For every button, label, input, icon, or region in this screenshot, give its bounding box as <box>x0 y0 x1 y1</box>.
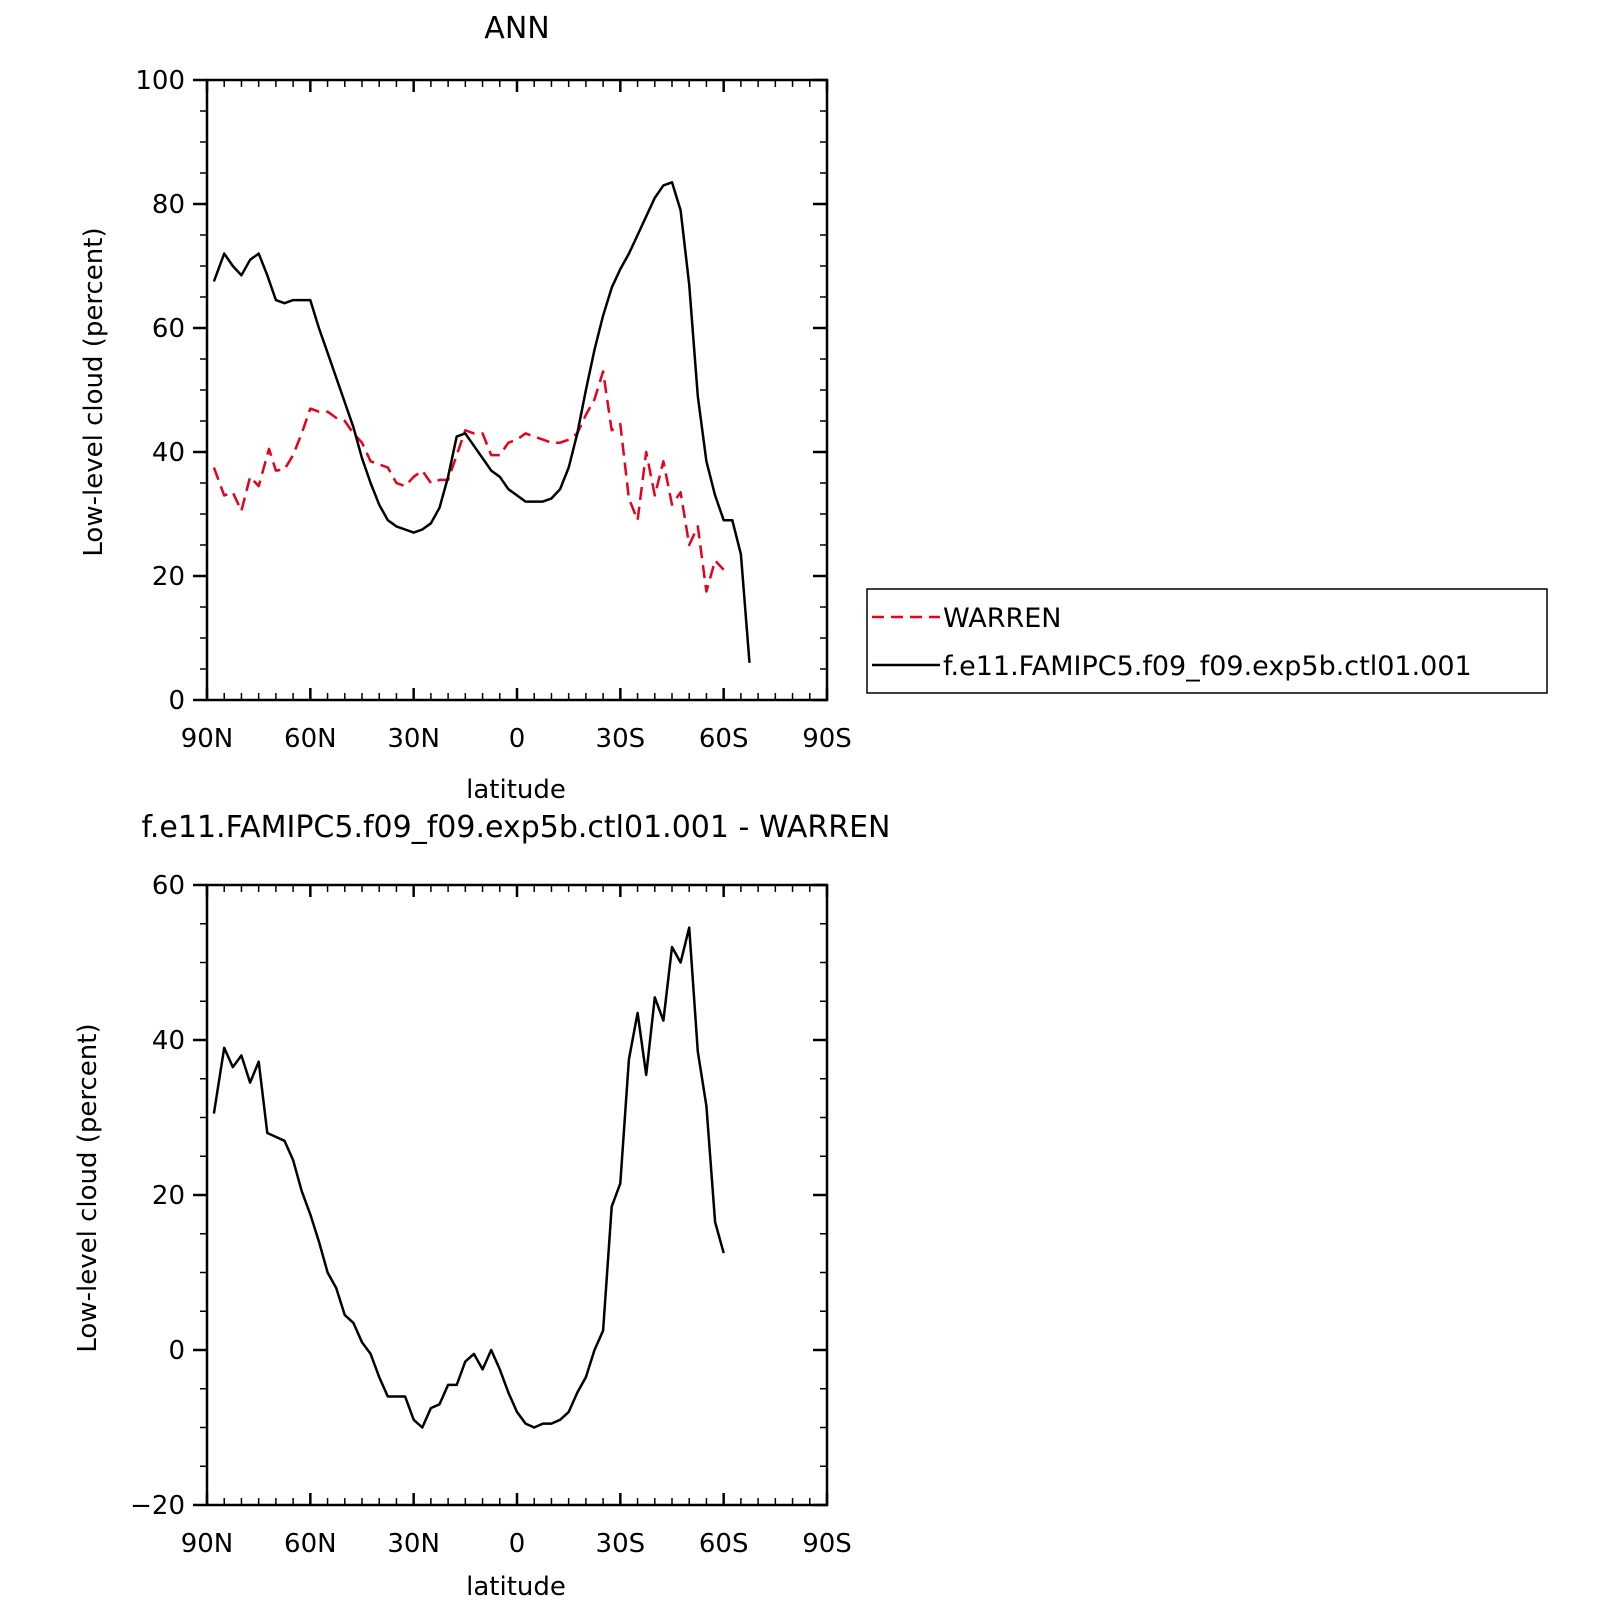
bottom-panel-ticks: 90N 60N 30N 0 30S 60S 90S −20 0 20 40 60 <box>130 871 852 1559</box>
bottom-y-tick-label: 0 <box>168 1336 185 1366</box>
top-y-tick-label: 40 <box>152 438 185 468</box>
top-x-tick-label: 60N <box>284 724 337 754</box>
top-panel-y-axis-title: Low-level cloud (percent) <box>79 227 109 556</box>
top-panel-series-lines <box>212 181 751 663</box>
top-x-tick-label: 30S <box>596 724 646 754</box>
bottom-series-line-1 <box>212 926 725 1429</box>
bottom-y-tick-label: 40 <box>152 1026 185 1056</box>
bottom-x-tick-label: 60N <box>284 1529 337 1559</box>
top-x-tick-label: 30N <box>387 724 440 754</box>
top-y-tick-label: 0 <box>168 686 185 716</box>
top-y-tick-label: 20 <box>152 562 185 592</box>
top-panel-frame <box>205 78 829 702</box>
top-x-tick-label: 60S <box>699 724 749 754</box>
top-panel-x-axis-title: latitude <box>466 775 566 805</box>
bottom-y-tick-label: 60 <box>152 871 185 901</box>
bottom-y-tick-label: −20 <box>130 1491 185 1521</box>
bottom-x-tick-label: 90S <box>802 1529 852 1559</box>
top-x-tick-label: 90S <box>802 724 852 754</box>
top-series-line-1 <box>212 370 725 593</box>
bottom-x-tick-label: 60S <box>699 1529 749 1559</box>
top-x-tick-label: 90N <box>181 724 234 754</box>
bottom-panel-x-axis-title: latitude <box>466 1572 566 1602</box>
difference-panel: f.e11.FAMIPC5.f09_f09.exp5b.ctl01.001 - … <box>73 810 891 1602</box>
top-panel-ticks: 90N 60N 30N 0 30S 60S 90S 0 20 40 60 80 100 <box>135 66 851 754</box>
legend-label-model: f.e11.FAMIPC5.f09_f09.exp5b.ctl01.001 <box>943 651 1472 682</box>
annual-low-cloud-panel: ANN Low-level cloud (percent) latitude 9… <box>79 11 1548 805</box>
legend-label-warren: WARREN <box>943 603 1061 634</box>
top-series-line-2 <box>212 181 751 663</box>
top-y-tick-label: 100 <box>135 66 185 96</box>
top-panel-title: ANN <box>484 11 549 46</box>
bottom-x-tick-label: 90N <box>181 1529 234 1559</box>
bottom-panel-series-lines <box>212 926 725 1429</box>
bottom-x-tick-label: 30N <box>387 1529 440 1559</box>
bottom-panel-title: f.e11.FAMIPC5.f09_f09.exp5b.ctl01.001 - … <box>142 810 891 845</box>
bottom-y-tick-label: 20 <box>152 1181 185 1211</box>
legend-box <box>866 588 1548 694</box>
bottom-panel-y-axis-title: Low-level cloud (percent) <box>73 1023 103 1352</box>
bottom-x-tick-label: 30S <box>596 1529 646 1559</box>
top-x-tick-label: 0 <box>509 724 526 754</box>
legend: WARREN f.e11.FAMIPC5.f09_f09.exp5b.ctl01… <box>866 588 1548 694</box>
bottom-x-tick-label: 0 <box>509 1529 526 1559</box>
bottom-panel-frame <box>205 883 829 1507</box>
top-y-tick-label: 60 <box>152 314 185 344</box>
top-y-tick-label: 80 <box>152 190 185 220</box>
